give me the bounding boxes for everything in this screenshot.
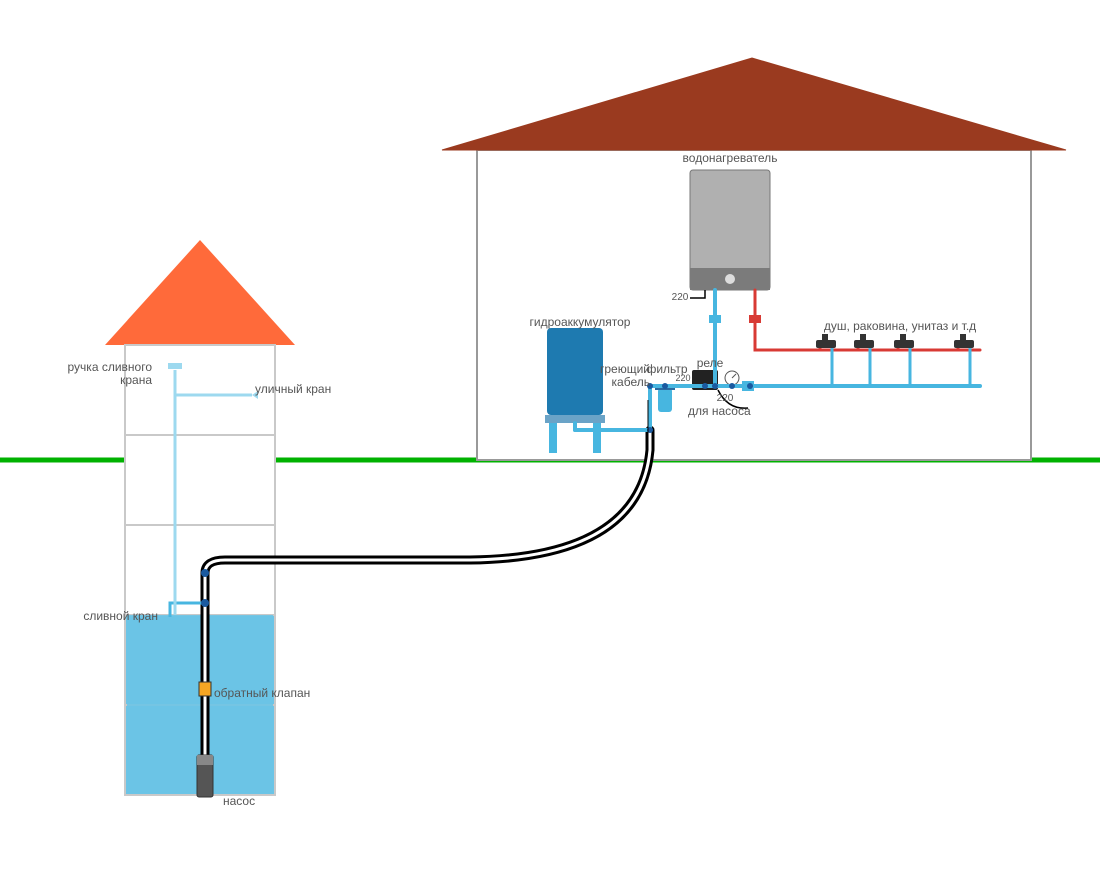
fixture-handle xyxy=(900,334,906,340)
label-accumulator: гидроаккумулятор xyxy=(515,316,645,329)
fixture-handle xyxy=(960,334,966,340)
label-heating-cable-2: кабель xyxy=(590,376,650,389)
house-roof xyxy=(442,58,1066,150)
pipe-joint xyxy=(729,383,735,389)
fixture-handle xyxy=(860,334,866,340)
well-roof xyxy=(105,240,295,345)
label-relay: реле xyxy=(690,357,730,370)
fixture-tap-icon xyxy=(954,340,974,348)
well-ring xyxy=(125,435,275,525)
pipe-joint xyxy=(662,383,668,389)
label-220-a: 220 xyxy=(667,292,693,303)
label-check-valve: обратный клапан xyxy=(214,687,334,700)
hot-valve xyxy=(749,315,761,323)
label-for-pump: для насоса xyxy=(688,405,768,418)
pipe-joint xyxy=(712,383,718,389)
fixture-handle xyxy=(822,334,828,340)
cold-valve xyxy=(709,315,721,323)
label-drain-handle-2: крана xyxy=(42,374,152,387)
label-water-heater: водонагреватель xyxy=(640,152,820,165)
drain-handle xyxy=(168,363,182,369)
label-drain-tap: сливной кран xyxy=(58,610,158,623)
water-heater-dial xyxy=(725,274,735,284)
fixture-tap-icon xyxy=(854,340,874,348)
fixture-tap-icon xyxy=(894,340,914,348)
label-220-b: 220 xyxy=(670,374,696,384)
tee-joint xyxy=(201,599,209,607)
label-pump: насос xyxy=(223,795,283,808)
pipe-joint xyxy=(702,383,708,389)
label-220-c: 220 xyxy=(712,393,738,404)
well-ring xyxy=(125,345,275,435)
accum-leg xyxy=(593,423,601,453)
accum-leg xyxy=(549,423,557,453)
label-street-tap: уличный кран xyxy=(255,383,355,396)
pipe-joint xyxy=(747,383,753,389)
check-valve-icon xyxy=(199,682,211,696)
label-fixtures: душ, раковина, унитаз и т.д xyxy=(800,320,1000,333)
fixture-tap-icon xyxy=(816,340,836,348)
elbow-joint xyxy=(201,569,209,577)
pump-cap xyxy=(197,755,213,765)
filter-icon xyxy=(658,388,672,412)
